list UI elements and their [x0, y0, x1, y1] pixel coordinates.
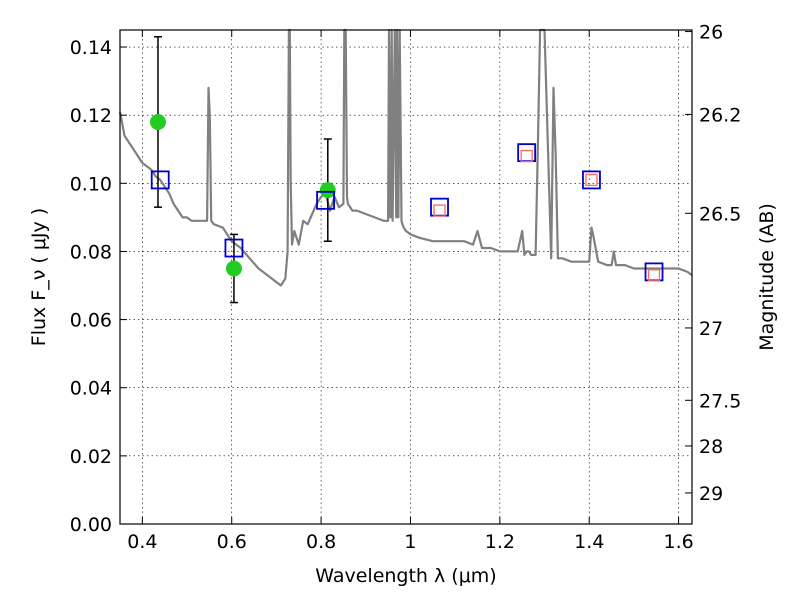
- x-tick-label: 0.8: [306, 531, 336, 553]
- mag-tick-label: 28: [699, 436, 723, 458]
- x-axis-label: Wavelength λ (μm): [315, 565, 496, 587]
- y-tick-label: 0.00: [70, 514, 112, 536]
- model-photometry-square: [150, 170, 170, 190]
- model-photometry-square: [224, 238, 244, 258]
- x-tick-label: 1: [404, 531, 416, 553]
- x-tick-label: 1.2: [485, 531, 515, 553]
- observed-point: [149, 113, 166, 130]
- ticks: 0.4 0.6 0.8 1 1.2 1.4 1.6 0.00 0.02 0.04 0.06 0.08 0…: [70, 22, 742, 553]
- mag-tick-label: 26.5: [699, 203, 741, 225]
- plot-frame: [119, 29, 693, 525]
- observed-point: [225, 260, 242, 277]
- observed-point: [319, 182, 336, 199]
- y-tick-label: 0.12: [70, 105, 112, 127]
- model-spectrum-line: [118, 28, 693, 287]
- x-tick-label: 1.4: [574, 531, 604, 553]
- y-axis-label: Flux F_ν ( μJy ): [28, 208, 50, 346]
- y-axis-right-label: Magnitude (AB): [756, 203, 778, 351]
- mag-tick-label: 26.2: [699, 104, 741, 126]
- model-photometry-square: [582, 170, 601, 190]
- series-layer: [118, 28, 693, 304]
- y-tick-label: 0.10: [70, 173, 112, 195]
- mag-tick-label: 29: [699, 483, 723, 505]
- x-tick-label: 0.6: [217, 531, 247, 553]
- mag-tick-label: 26: [699, 22, 723, 44]
- y-tick-label: 0.04: [70, 378, 112, 400]
- model-photometry-square: [316, 190, 335, 210]
- x-tick-label: 1.6: [663, 531, 693, 553]
- y-tick-label: 0.06: [70, 310, 112, 332]
- mag-tick-label: 27.5: [699, 390, 741, 412]
- x-tick-label: 0.4: [127, 531, 157, 553]
- mag-tick-label: 27: [699, 318, 723, 340]
- y-tick-label: 0.14: [70, 37, 112, 59]
- model-photometry-inner-square: [585, 173, 598, 187]
- model-photometry-inner-square: [433, 204, 446, 217]
- model-photometry-inner-square: [647, 269, 661, 282]
- y-tick-label: 0.02: [70, 446, 112, 468]
- y-tick-label: 0.08: [70, 241, 112, 263]
- model-photometry-inner-square: [520, 149, 533, 163]
